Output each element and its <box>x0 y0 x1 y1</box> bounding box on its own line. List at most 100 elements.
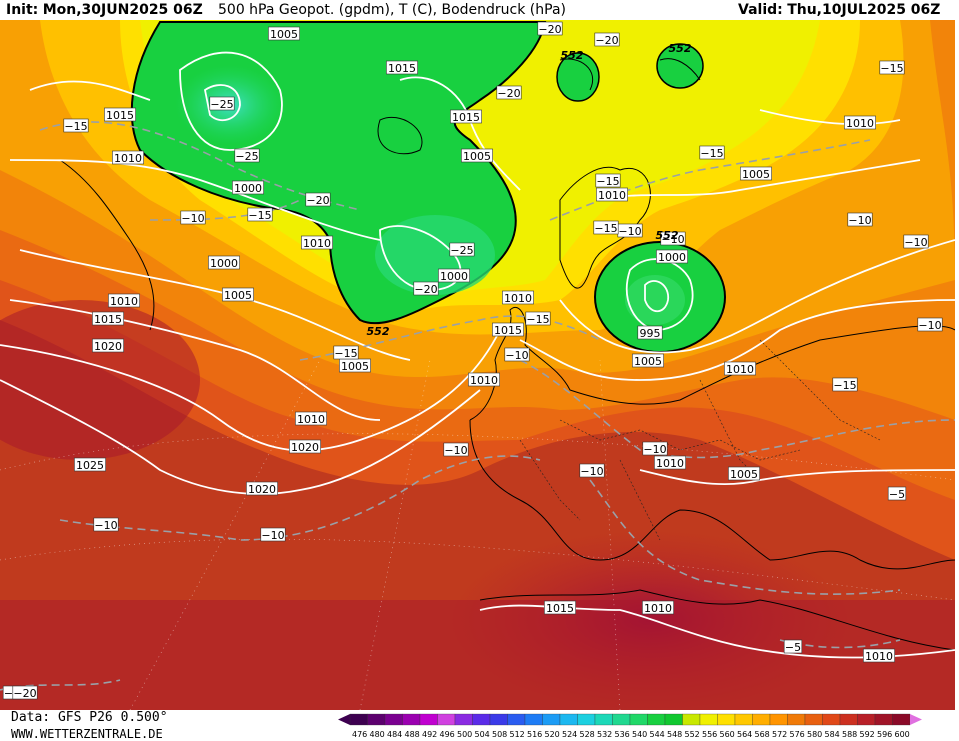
legend-swatch <box>402 713 421 726</box>
temp-label-box <box>579 463 605 478</box>
isobar-label-box <box>844 115 876 130</box>
temp-label: −15 <box>248 209 271 222</box>
legend-tick-label: 520 <box>545 730 560 739</box>
legend-swatch <box>804 713 823 726</box>
temp-label-box <box>504 347 530 362</box>
isobar-label-box <box>461 148 493 163</box>
temp-label: −20 <box>497 87 520 100</box>
geo-label: 552 <box>669 42 692 55</box>
legend-tick-label: 548 <box>667 730 682 739</box>
legend-swatch <box>437 713 456 726</box>
legend-swatch <box>489 713 508 726</box>
isobar-labels: 1005 1015 1015 1010 1000 1015 1005 1000 1010 1005… <box>74 26 895 663</box>
temp-label-box <box>413 281 439 296</box>
legend-swatch <box>699 713 718 726</box>
isobar-label-box <box>74 457 106 472</box>
legend-tick-label: 544 <box>650 730 665 739</box>
temp-label-box <box>93 517 119 532</box>
isobar-label: 1015 <box>106 109 134 122</box>
legend-swatch <box>472 713 491 726</box>
geo-label: 552 <box>561 49 584 62</box>
legend-arrow-right <box>910 714 922 725</box>
isobar-label: 1020 <box>248 483 276 496</box>
isobar-label-box <box>724 361 756 376</box>
isobar-label: 1010 <box>297 413 325 426</box>
legend-arrow-left <box>338 714 350 725</box>
temp-label: −15 <box>594 222 617 235</box>
isobar-label-box <box>502 290 534 305</box>
temp-label: −10 <box>904 236 927 249</box>
legend-swatch <box>559 713 578 726</box>
legend-swatch <box>454 713 473 726</box>
isobar-label: 1020 <box>291 441 319 454</box>
isobar-label-box <box>222 287 254 302</box>
isobar-label-box <box>92 311 124 326</box>
temp-label-box <box>887 486 907 501</box>
legend-tick-label: 492 <box>422 730 437 739</box>
temperature-labels: −20−20−15−15−25−25−20−15−10−15−20−25−20−… <box>2 21 943 700</box>
legend-swatch <box>507 713 526 726</box>
legend-tick-label: 476 <box>352 730 367 739</box>
temp-label: −15 <box>596 175 619 188</box>
temp-label: −10 <box>618 225 641 238</box>
legend-swatch <box>734 713 753 726</box>
temp-label-box <box>12 685 38 700</box>
temp-label: −10 <box>261 529 284 542</box>
temp-label-box <box>537 21 563 36</box>
isobar-label-box <box>92 338 124 353</box>
temp-label-box <box>449 242 475 257</box>
isobar-label-box <box>492 322 524 337</box>
isobar-label-box <box>596 187 628 202</box>
isobar-label-box <box>632 353 664 368</box>
legend-tick-label: 500 <box>457 730 472 739</box>
isobar-label-box <box>642 600 674 615</box>
heat-band-south <box>0 600 955 710</box>
temp-label: −10 <box>643 443 666 456</box>
isobar-label: 1000 <box>658 251 686 264</box>
temp-label: −15 <box>64 120 87 133</box>
legend-swatch <box>384 713 403 726</box>
isobar-label-box <box>289 439 321 454</box>
temp-label-box <box>525 311 551 326</box>
legend-tick-label: 516 <box>527 730 542 739</box>
temp-label: −10 <box>94 519 117 532</box>
legend-swatch <box>524 713 543 726</box>
temp-label: −10 <box>444 444 467 457</box>
isobar-label-box <box>301 235 333 250</box>
isobar-label-box <box>268 26 300 41</box>
temp-label-box <box>63 118 89 133</box>
legend-tick-label: 564 <box>737 730 752 739</box>
geo-label: 552 <box>656 229 679 242</box>
legend-swatch <box>682 713 701 726</box>
isobar-label-box <box>232 180 264 195</box>
isobar-label: 1020 <box>94 340 122 353</box>
isobar-label-box <box>656 249 688 264</box>
coastlines <box>59 58 955 651</box>
temp-label: −15 <box>526 313 549 326</box>
temp-label-box <box>443 442 469 457</box>
isobar-label: 1010 <box>598 189 626 202</box>
legend-tick-label: 556 <box>702 730 717 739</box>
isobar-label: 1005 <box>341 360 369 373</box>
temp-label: −10 <box>918 319 941 332</box>
isobar-label: 1005 <box>634 355 662 368</box>
isobar-label-box <box>863 648 895 663</box>
geopotential-labels: 552 552 552 552 <box>367 42 692 338</box>
temp-label: −5 <box>785 641 801 654</box>
isobar-label: 1010 <box>865 650 893 663</box>
legend-swatch <box>647 713 666 726</box>
geo-label: 552 <box>367 325 390 338</box>
isobar-label-box <box>740 166 772 181</box>
low-svalbard-1 <box>556 52 600 102</box>
temp-label-box <box>247 207 273 222</box>
temp-label-box <box>642 441 668 456</box>
isobar-label: 1015 <box>388 62 416 75</box>
temp-label: −20 <box>414 283 437 296</box>
temp-label: −15 <box>833 379 856 392</box>
legend-swatch <box>717 713 736 726</box>
map-footer: Data: GFS P26 0.500° WWW.WETTERZENTRALE.… <box>0 710 959 741</box>
isobar-label: 995 <box>640 327 661 340</box>
temp-label-box <box>260 527 286 542</box>
isobar-label-box <box>295 411 327 426</box>
temp-label-box <box>234 148 260 163</box>
